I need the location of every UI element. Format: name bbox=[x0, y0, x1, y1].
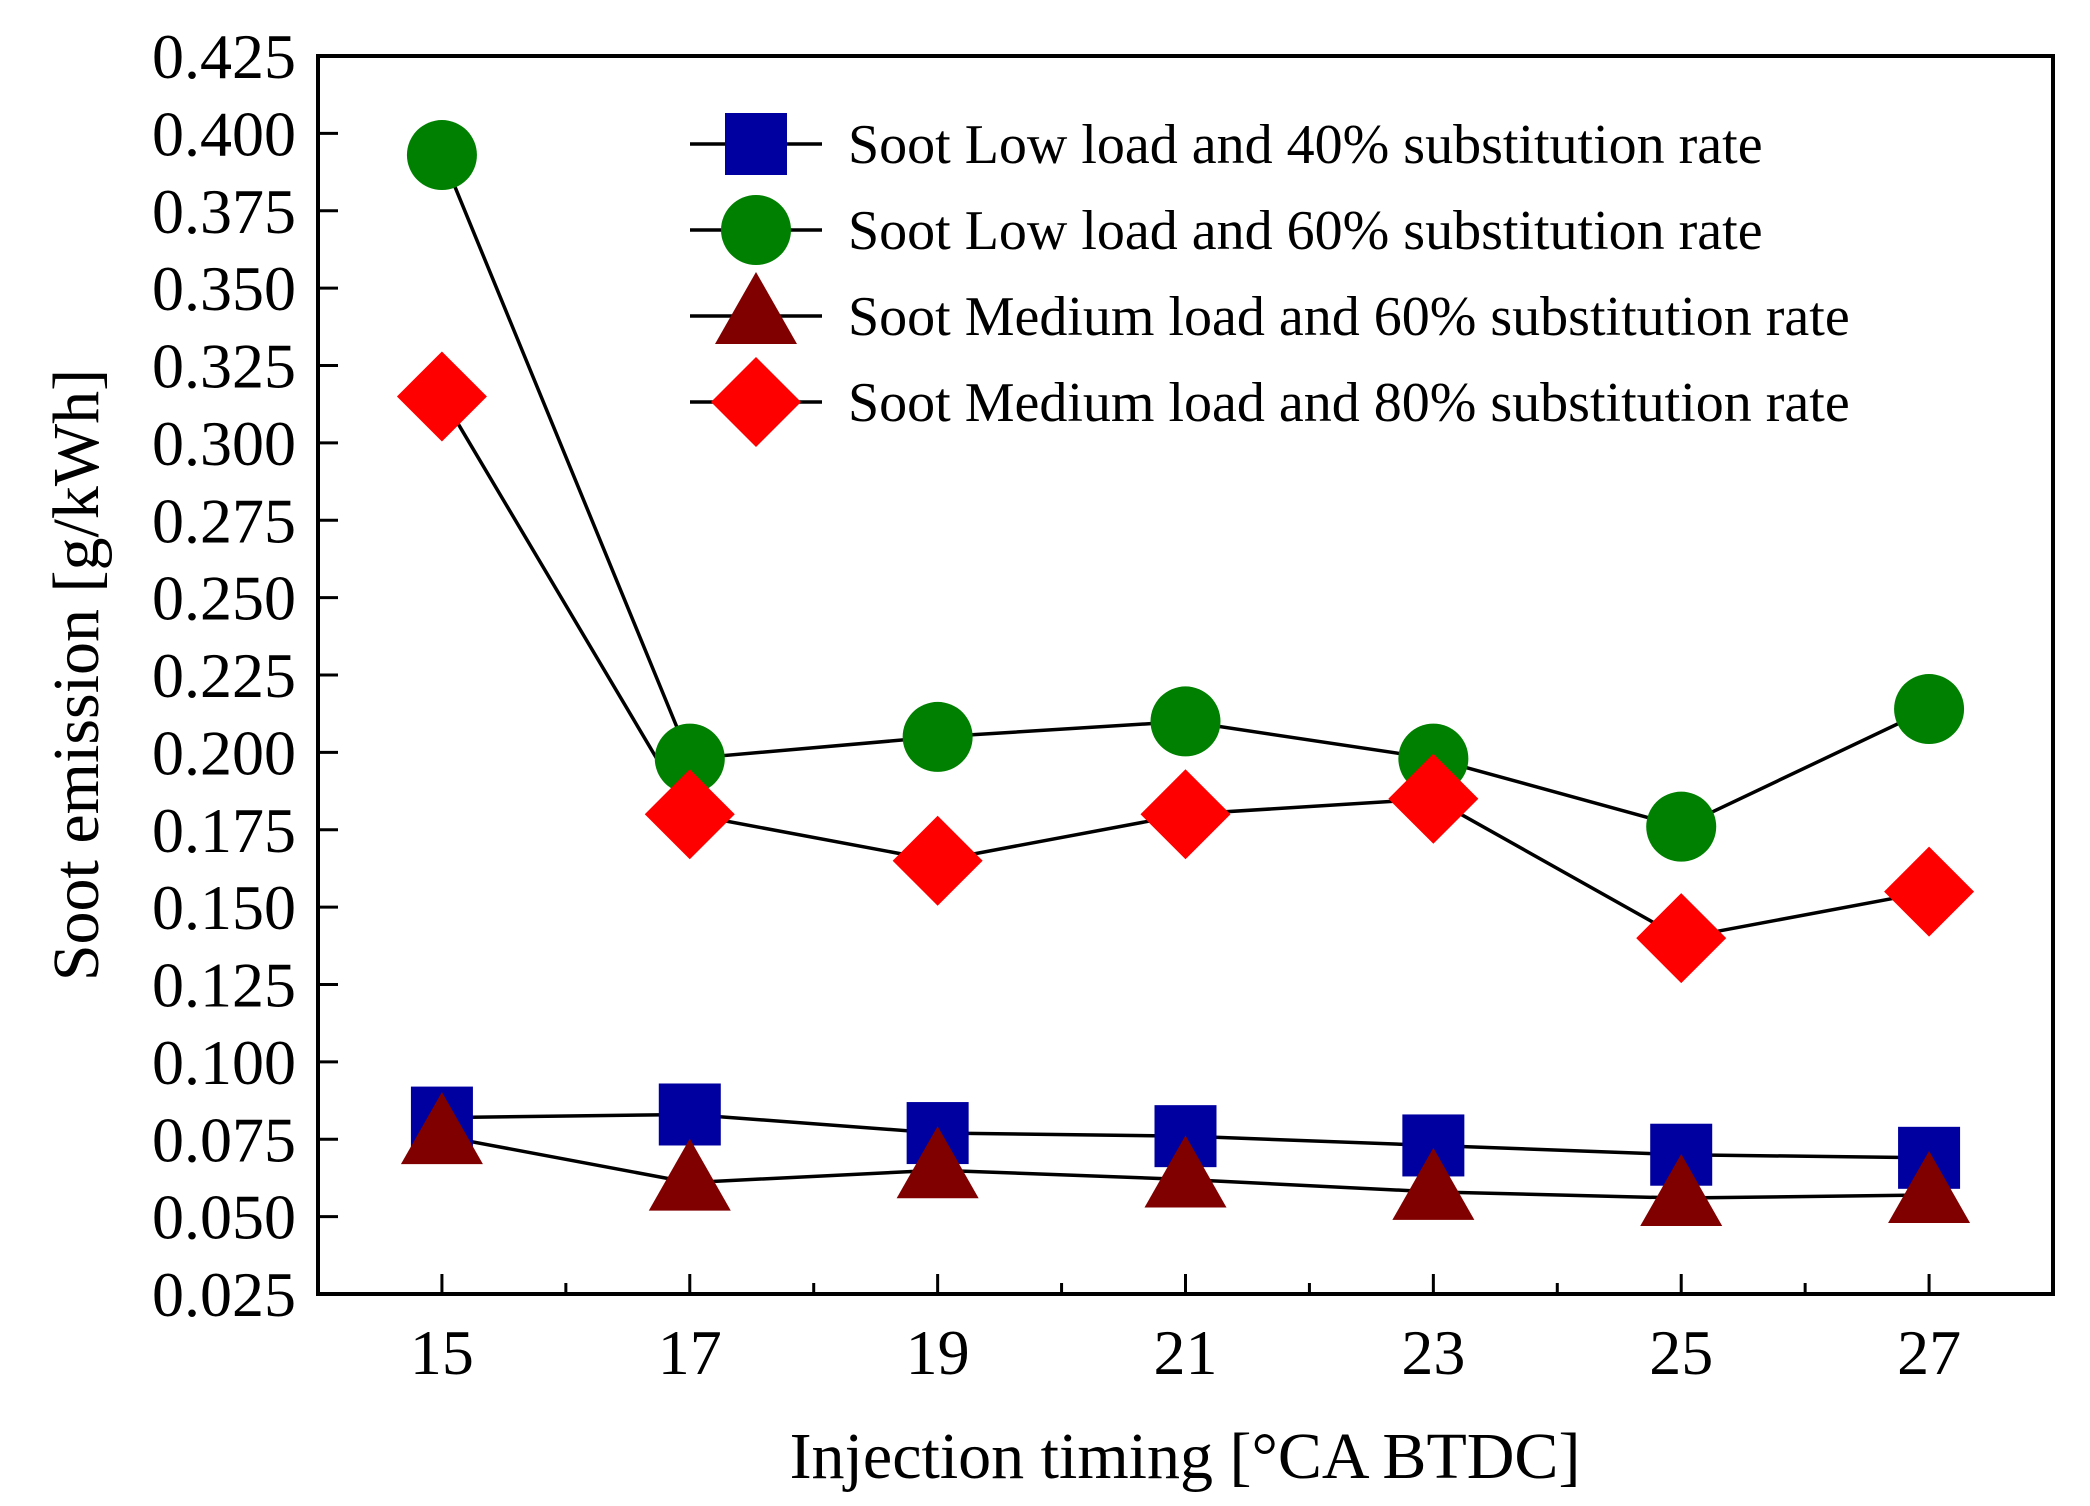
y-tick-label: 0.300 bbox=[152, 408, 296, 479]
x-tick-label: 25 bbox=[1649, 1317, 1713, 1388]
data-point-series-3 bbox=[1392, 1147, 1475, 1220]
y-tick-label: 0.175 bbox=[152, 795, 296, 866]
data-point-series-4 bbox=[396, 351, 487, 442]
x-tick-label: 21 bbox=[1154, 1317, 1218, 1388]
y-tick-label: 0.325 bbox=[152, 331, 296, 402]
x-tick-label: 17 bbox=[658, 1317, 722, 1388]
x-axis-title: Injection timing [°CA BTDC] bbox=[790, 1420, 1581, 1493]
y-tick-label: 0.350 bbox=[152, 253, 296, 324]
y-tick-label: 0.100 bbox=[152, 1027, 296, 1098]
data-point-series-4 bbox=[1636, 893, 1727, 984]
y-tick-label: 0.150 bbox=[152, 872, 296, 943]
data-point-series-3 bbox=[1888, 1150, 1971, 1223]
legend-marker bbox=[725, 113, 787, 175]
data-point-series-4 bbox=[1884, 846, 1975, 937]
legend: Soot Low load and 40% substitution rate S… bbox=[690, 113, 1850, 447]
series-markers bbox=[396, 120, 1975, 1227]
y-tick-label: 0.200 bbox=[152, 717, 296, 788]
x-tick-label: 23 bbox=[1401, 1317, 1465, 1388]
data-point-series-1 bbox=[658, 1083, 721, 1146]
y-tick-label: 0.075 bbox=[152, 1104, 296, 1175]
y-axis-title: Soot emission [g/kWh] bbox=[40, 369, 113, 981]
x-tick-label: 19 bbox=[906, 1317, 970, 1388]
x-axis-ticks: 15 17 19 21 23 25 27 bbox=[410, 1274, 1961, 1388]
y-tick-label: 0.025 bbox=[152, 1259, 296, 1330]
data-point-series-2 bbox=[1150, 686, 1221, 757]
data-point-series-4 bbox=[1388, 753, 1479, 844]
x-tick-label: 15 bbox=[410, 1317, 474, 1388]
legend-label: Soot Low load and 40% substitution rate bbox=[848, 114, 1763, 176]
data-point-series-4 bbox=[644, 769, 735, 860]
data-point-series-2 bbox=[654, 723, 725, 794]
y-tick-label: 0.275 bbox=[152, 485, 296, 556]
legend-label: Soot Medium load and 60% substitution ra… bbox=[848, 286, 1850, 348]
legend-label: Soot Medium load and 80% substitution ra… bbox=[848, 372, 1850, 434]
plot-frame bbox=[316, 54, 2055, 1296]
data-point-series-3 bbox=[648, 1138, 731, 1211]
data-point-series-3 bbox=[1144, 1135, 1227, 1208]
data-point-series-3 bbox=[400, 1092, 483, 1165]
data-point-series-4 bbox=[892, 815, 983, 906]
data-point-series-2 bbox=[1894, 674, 1965, 745]
y-tick-label: 0.125 bbox=[152, 950, 296, 1021]
data-point-series-2 bbox=[902, 701, 973, 772]
data-point-series-2 bbox=[406, 120, 477, 191]
legend-label: Soot Low load and 60% substitution rate bbox=[848, 200, 1763, 262]
y-tick-label: 0.425 bbox=[152, 21, 296, 92]
legend-marker bbox=[711, 357, 801, 447]
data-point-series-3 bbox=[896, 1126, 979, 1199]
y-tick-label: 0.250 bbox=[152, 563, 296, 634]
y-tick-label: 0.050 bbox=[152, 1182, 296, 1253]
y-axis-ticks: 0.0250.0500.0750.1000.1250.1500.1750.200… bbox=[152, 21, 338, 1330]
data-point-series-2 bbox=[1646, 791, 1717, 862]
y-tick-label: 0.375 bbox=[152, 176, 296, 247]
y-tick-label: 0.225 bbox=[152, 640, 296, 711]
x-tick-label: 27 bbox=[1897, 1317, 1961, 1388]
legend-marker bbox=[715, 272, 797, 344]
y-tick-label: 0.400 bbox=[152, 98, 296, 169]
data-point-series-3 bbox=[1640, 1154, 1723, 1227]
data-point-series-4 bbox=[1140, 769, 1231, 860]
legend-marker bbox=[721, 195, 791, 265]
